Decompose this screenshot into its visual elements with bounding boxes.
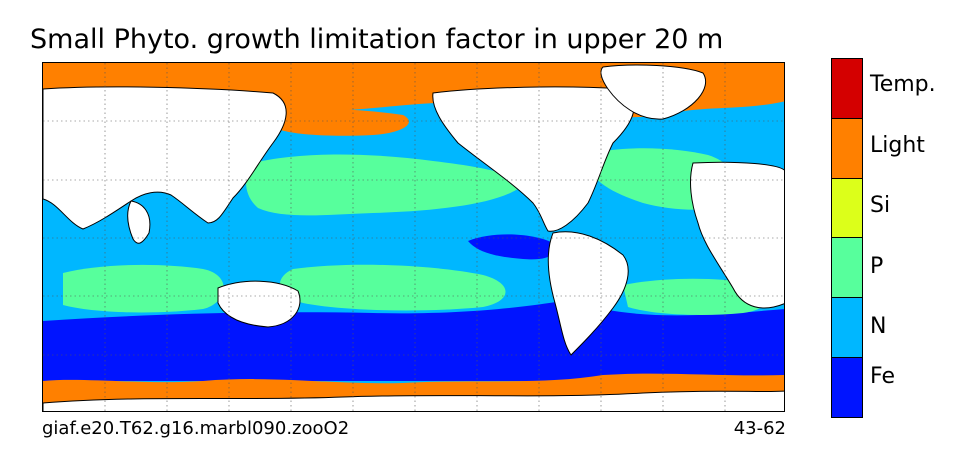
zone-light-north-pacific bbox=[273, 108, 409, 136]
legend-label-si: Si bbox=[870, 193, 891, 218]
zone-fe-equatorial-pacific bbox=[468, 234, 555, 260]
zone-p-indian bbox=[63, 264, 224, 313]
legend-swatch-p bbox=[832, 238, 862, 299]
legend-label-temp: Temp. bbox=[870, 72, 936, 97]
land-north-america bbox=[432, 86, 635, 232]
land-south-america bbox=[547, 231, 629, 356]
ocean-limitation-map bbox=[42, 62, 785, 412]
land-antarctica bbox=[43, 390, 784, 411]
legend-swatch-n bbox=[832, 298, 862, 359]
legend-swatch-fe bbox=[832, 358, 862, 417]
legend-label-fe: Fe bbox=[870, 364, 895, 389]
land-australia bbox=[217, 280, 301, 328]
zone-p-north-pacific bbox=[246, 154, 523, 216]
run-id-label: giaf.e20.T62.g16.marbl090.zooO2 bbox=[42, 418, 350, 439]
land-greenland bbox=[600, 64, 706, 120]
legend-swatch-light bbox=[832, 118, 862, 179]
land-india bbox=[127, 200, 151, 244]
land-africa bbox=[690, 161, 784, 309]
legend-swatch-temp bbox=[832, 59, 862, 119]
legend-label-light: Light bbox=[870, 133, 925, 158]
land-asia bbox=[43, 86, 287, 230]
legend-label-p: P bbox=[870, 254, 884, 279]
year-range-label: 43-62 bbox=[733, 418, 786, 439]
legend-swatch-si bbox=[832, 178, 862, 239]
legend-label-n: N bbox=[870, 314, 887, 339]
map-title: Small Phyto. growth limitation factor in… bbox=[30, 24, 724, 55]
legend-colorbar bbox=[831, 58, 863, 418]
zone-p-south-pacific bbox=[279, 264, 506, 311]
